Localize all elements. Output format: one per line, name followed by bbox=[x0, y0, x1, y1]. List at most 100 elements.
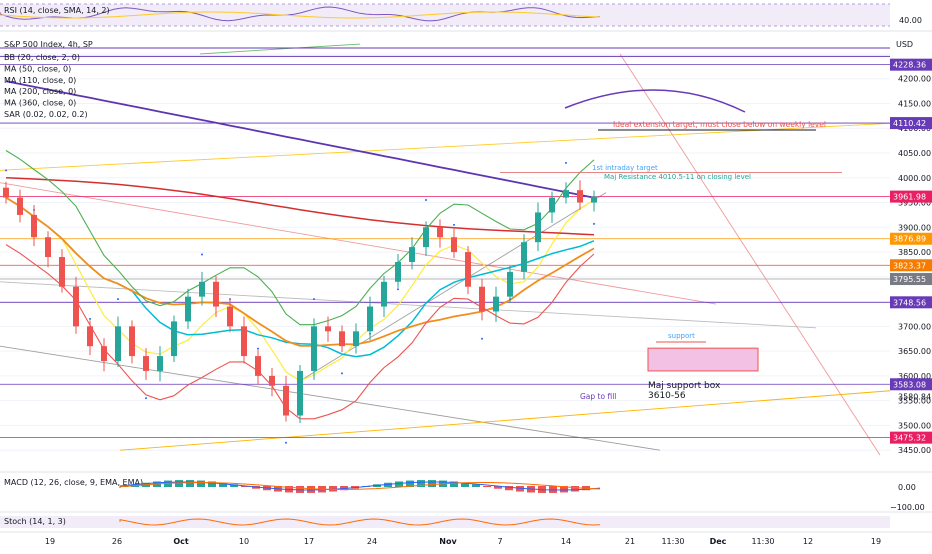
stoch-pane[interactable]: Stoch (14, 1, 3) bbox=[0, 516, 890, 528]
price-label-box bbox=[890, 232, 932, 245]
sar-dot bbox=[89, 317, 91, 320]
price-axis-tick: 3950.00 bbox=[898, 199, 931, 208]
annotations: Ideal extension target, must close below… bbox=[500, 89, 842, 401]
time-axis-tick: 12 bbox=[803, 537, 813, 546]
candle-body bbox=[521, 242, 527, 272]
candle-body bbox=[311, 326, 317, 371]
price-label: 3961.98 bbox=[893, 193, 926, 202]
candle-body bbox=[101, 346, 107, 362]
rsi-sma-line bbox=[0, 11, 601, 19]
macd-histogram-bar bbox=[461, 482, 469, 487]
stoch-band bbox=[0, 516, 890, 528]
sar-dot bbox=[313, 298, 315, 301]
indicator-label: MA (360, close, 0) bbox=[4, 99, 76, 108]
candle-body bbox=[3, 187, 9, 198]
candle-body bbox=[591, 196, 597, 203]
price-pane[interactable]: Ideal extension target, must close below… bbox=[0, 40, 932, 456]
sar-dot bbox=[565, 161, 567, 164]
macd-histogram-bar bbox=[406, 480, 414, 487]
trendline bbox=[0, 122, 891, 171]
candle-body bbox=[493, 296, 499, 312]
price-axis-tick: 3550.00 bbox=[898, 397, 931, 406]
time-axis-tick: 19 bbox=[871, 537, 881, 546]
macd-histogram-bar bbox=[197, 480, 205, 487]
macd-histogram-bar bbox=[417, 480, 425, 487]
time-axis[interactable]: 19 26 Oct 10 17 24 Nov 7 14 21 11:30 Dec 11:30 12 19 bbox=[45, 537, 881, 546]
time-axis-tick: Dec bbox=[710, 537, 727, 546]
trendline bbox=[619, 53, 881, 456]
sar-dot bbox=[257, 347, 259, 350]
candle-body bbox=[479, 286, 485, 312]
sar-dot bbox=[397, 288, 399, 291]
price-axis-tick: 3700.00 bbox=[898, 322, 931, 331]
macd-histogram-bar bbox=[230, 484, 238, 487]
sar-dot bbox=[145, 397, 147, 400]
price-axis-tick: 4050.00 bbox=[898, 149, 931, 158]
macd-histogram-bar bbox=[450, 481, 458, 487]
candle-body bbox=[185, 296, 191, 322]
macd-histogram-bar bbox=[219, 482, 227, 487]
macd-histogram-bar bbox=[186, 480, 194, 487]
price-label: 4228.36 bbox=[893, 61, 926, 70]
candle-body bbox=[353, 331, 359, 347]
price-axis-tick: 3900.00 bbox=[898, 223, 931, 232]
price-labels: 4228.36 4110.42 3961.98 3876.89 3823.37 3795.… bbox=[890, 58, 932, 444]
time-axis-tick: 17 bbox=[304, 537, 314, 546]
price-axis-tick: 3850.00 bbox=[898, 248, 931, 257]
price-axis-tick: 4000.00 bbox=[898, 174, 931, 183]
sar-dot bbox=[285, 441, 287, 444]
candle-body bbox=[227, 306, 233, 327]
macd-histogram-bar bbox=[428, 480, 436, 487]
macd-histogram-bar bbox=[516, 486, 524, 492]
annotation-extension-target: Ideal extension target, must close below… bbox=[613, 120, 826, 129]
candle-body bbox=[87, 326, 93, 347]
candles bbox=[3, 180, 597, 423]
indicator-label: BB (20, close, 2, 0) bbox=[4, 53, 80, 62]
time-axis-tick: 26 bbox=[112, 537, 122, 546]
macd-pane[interactable]: MACD (12, 26, close, 9, EMA, EMA) 0.00 −10… bbox=[4, 478, 925, 512]
price-label-box bbox=[890, 296, 932, 309]
candle-body bbox=[241, 326, 247, 357]
ma360-line bbox=[5, 80, 595, 199]
macd-histogram-bar bbox=[472, 484, 480, 487]
stoch-title: Stoch (14, 1, 3) bbox=[4, 517, 66, 526]
indicator-label: MA (200, close, 0) bbox=[4, 87, 76, 96]
candle-body bbox=[535, 212, 541, 243]
sar-dot bbox=[593, 222, 595, 225]
candle-body bbox=[199, 281, 205, 297]
chart-title: S&P 500 Index, 4h, SP bbox=[4, 40, 93, 49]
candle-body bbox=[143, 356, 149, 371]
price-label: 3583.08 bbox=[893, 380, 926, 389]
candle-body bbox=[129, 326, 135, 357]
annotation-maj-resistance: Maj Resistance 4010.5-11 on closing leve… bbox=[604, 173, 751, 181]
price-label: 3795.55 bbox=[893, 275, 926, 284]
time-axis-tick: Oct bbox=[173, 537, 189, 546]
price-label: 3475.32 bbox=[893, 434, 926, 443]
price-label: 3580.84 bbox=[898, 392, 931, 401]
price-label-box bbox=[890, 259, 932, 272]
time-axis-tick: Nov bbox=[439, 537, 457, 546]
indicator-label: MA (50, close, 0) bbox=[4, 64, 71, 73]
candle-body bbox=[297, 370, 303, 416]
candle-body bbox=[423, 227, 429, 248]
sar-dot bbox=[453, 223, 455, 226]
candle-body bbox=[255, 356, 261, 376]
support-box bbox=[647, 347, 759, 372]
candle-body bbox=[339, 331, 345, 347]
macd-histogram-bar bbox=[571, 486, 579, 492]
candle-body bbox=[409, 247, 415, 262]
rsi-pane[interactable]: RSI (14, close, SMA, 14, 2) 40.00 bbox=[0, 0, 922, 30]
price-axis-tick: 3500.00 bbox=[898, 421, 931, 430]
price-legend: S&P 500 Index, 4h, SP BB (20, close, 2, 0… bbox=[4, 40, 93, 119]
price-label: 3876.89 bbox=[893, 235, 926, 244]
sar-dot bbox=[201, 253, 203, 256]
time-axis-tick: 14 bbox=[561, 537, 571, 546]
price-axis-tick: 4150.00 bbox=[898, 99, 931, 108]
candle-body bbox=[437, 227, 443, 238]
annotation-support-box: Maj support box bbox=[648, 381, 721, 391]
rsi-axis-tick: 40.00 bbox=[899, 16, 922, 25]
trendline bbox=[199, 43, 361, 55]
time-axis-tick: 11:30 bbox=[751, 537, 774, 546]
